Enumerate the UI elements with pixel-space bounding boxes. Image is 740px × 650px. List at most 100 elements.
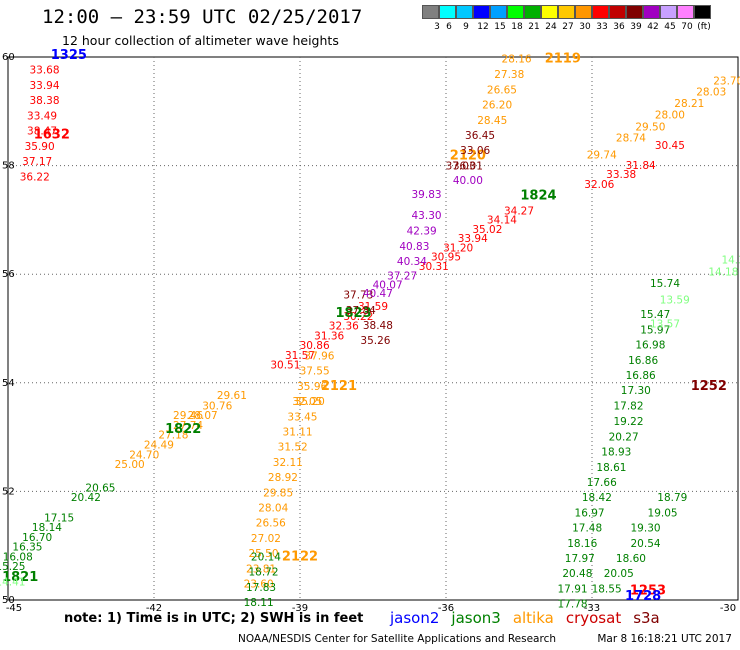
data-point: 28.45 [477,115,507,127]
time-marker: 1821 [2,570,38,585]
data-point: 26.20 [482,100,512,112]
data-point: 19.30 [631,523,661,535]
data-point: 33.38 [606,169,636,181]
data-point: 24.49 [144,440,174,452]
data-point: 20.05 [604,568,634,580]
data-point: 42.39 [407,226,437,238]
legend-swatch [592,5,609,19]
data-point: 33.06 [460,145,490,157]
data-point: 29.61 [217,390,247,402]
data-point: 37.17 [22,156,52,168]
legend-swatch [609,5,626,19]
data-point: 35.90 [25,141,55,153]
legend-swatch [626,5,643,19]
data-point: 17.83 [246,582,276,594]
legend-swatch [422,5,439,19]
y-tick-label: 58 [2,161,15,172]
chart-title: 12:00 – 23:59 UTC 02/25/2017 [42,6,363,28]
data-point: 18.11 [244,597,274,609]
data-point: 30.86 [300,340,330,352]
x-tick-label: -45 [6,603,22,614]
data-point: 27.02 [251,533,281,545]
legend-swatch [524,5,541,19]
legend-tick-label: 12 [477,22,489,32]
data-point: 31.84 [626,160,656,172]
data-point: 29.46 [173,410,203,422]
legend-tick-label: 18 [511,22,523,32]
x-tick-label: -39 [292,603,308,614]
time-marker: 2120 [450,149,486,164]
data-point: 38.48 [363,320,393,332]
legend-tick-label: 36 [613,22,625,32]
data-point: 17.66 [587,477,617,489]
legend-swatch [541,5,558,19]
time-marker: 1823 [335,306,371,321]
data-point: 28.07 [188,410,218,422]
data-point: 20.27 [609,431,639,443]
time-marker: 2122 [282,549,318,564]
data-point: 28.16 [502,53,532,65]
data-point: 17.78 [558,599,588,611]
data-point: 16.70 [22,532,52,544]
time-marker: 1824 [520,188,556,203]
data-point: 16.86 [628,355,658,367]
data-point: 30.76 [202,400,232,412]
data-point: 32.11 [273,457,303,469]
data-point: 33.49 [27,110,57,122]
data-point: 28.03 [696,87,726,99]
data-point: 18.16 [567,538,597,550]
mission-label: cryosat [565,609,622,627]
data-point: 18.60 [616,553,646,565]
y-tick-label: 56 [2,269,15,280]
data-point: 19.22 [613,416,643,428]
data-point: 16.97 [575,507,605,519]
data-point: 20.42 [71,492,101,504]
footnote: note: 1) Time is in UTC; 2) SWH is in fe… [64,611,364,626]
data-point: 39.83 [412,189,442,201]
data-point: 13.57 [650,318,680,330]
data-point: 37.96 [304,350,334,362]
data-point: 29.50 [635,121,665,133]
data-point: 15.47 [640,309,670,321]
data-point: 20.48 [562,568,592,580]
legend-swatch [643,5,660,19]
data-point: 18.61 [596,462,626,474]
data-point: 34.27 [504,205,534,217]
data-point: 15.25 [0,561,25,573]
data-point: 16.35 [12,542,42,554]
legend-swatch [677,5,694,19]
legend-swatch [473,5,490,19]
data-point: 32.06 [584,179,614,191]
x-tick-label: -42 [146,603,162,614]
data-point: 28.92 [268,472,298,484]
time-marker: 1822 [165,422,201,437]
data-point: 40.34 [397,256,427,268]
legend-swatch [660,5,677,19]
legend-tick-label: 15 [494,22,506,32]
data-point: 36.01 [453,160,483,172]
data-point: 15.74 [650,278,680,290]
data-point: 30.95 [431,252,461,264]
data-point: 35.20 [295,396,325,408]
data-point: 43.30 [412,210,442,222]
data-point: 25.50 [248,548,278,560]
data-point: 37.27 [387,271,417,283]
data-point: 32.05 [292,396,322,408]
x-tick-label: -33 [584,603,600,614]
legend-swatch [456,5,473,19]
time-marker: 1632 [34,127,70,142]
legend-tick-label: 24 [545,22,557,32]
time-marker: 1728 [625,589,661,604]
time-marker: 2119 [545,51,581,66]
data-point: 31.11 [283,426,313,438]
legend-tick-label: 9 [463,22,469,32]
data-point: 17.82 [613,400,643,412]
data-point: 23.60 [244,579,274,591]
data-point: 37.03 [446,160,476,172]
data-point: 30.51 [270,360,300,372]
legend-swatch [439,5,456,19]
data-point: 18.72 [248,567,278,579]
mission-label: jason2 [390,609,440,627]
data-point: 18.93 [601,447,631,459]
data-point: 40.47 [363,288,393,300]
